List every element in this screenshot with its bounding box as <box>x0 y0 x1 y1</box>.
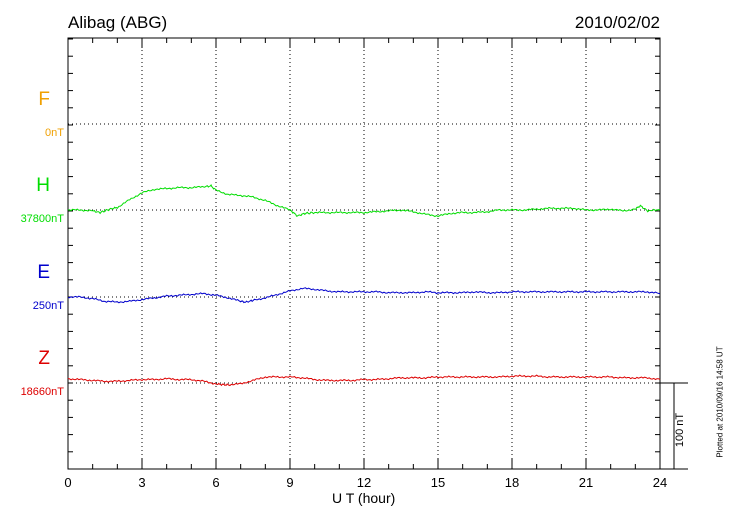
series-E-line <box>67 287 661 304</box>
x-tick-label: 21 <box>579 475 593 490</box>
x-tick-label: 6 <box>212 475 219 490</box>
series-H-letter: H <box>36 175 50 196</box>
plotted-at-note: Plotted at 2010/09/16 14:58 UT <box>715 346 725 458</box>
x-tick-label: 12 <box>357 475 371 490</box>
scale-bar-label: 100 nT <box>674 412 686 448</box>
series-E-letter: E <box>37 262 50 283</box>
x-tick-label: 3 <box>138 475 145 490</box>
plot-date: 2010/02/02 <box>574 13 660 32</box>
x-tick-label: 18 <box>505 475 519 490</box>
series-F-baseline-label: 0nT <box>45 127 64 139</box>
series-layer <box>67 184 661 387</box>
series-F-letter: F <box>38 89 50 110</box>
station-title: Alibag (ABG) <box>68 13 168 32</box>
grid-layer <box>68 38 660 469</box>
series-Z-line <box>67 374 661 387</box>
series-Z-letter: Z <box>38 348 50 369</box>
x-tick-label: 24 <box>653 475 667 490</box>
x-tick-label: 15 <box>431 475 445 490</box>
series-E-baseline-label: 250nT <box>32 300 64 312</box>
series-H-line <box>67 184 661 218</box>
x-tick-label: 9 <box>286 475 293 490</box>
axis-layer: 0 3 6 9 12 15 18 21 24 <box>64 37 688 490</box>
series-Z-baseline-label: 18660nT <box>20 386 64 398</box>
series-H-baseline-label: 37800nT <box>20 213 64 225</box>
x-tick-label: 0 <box>64 475 71 490</box>
x-axis-label: U T (hour) <box>332 490 396 506</box>
